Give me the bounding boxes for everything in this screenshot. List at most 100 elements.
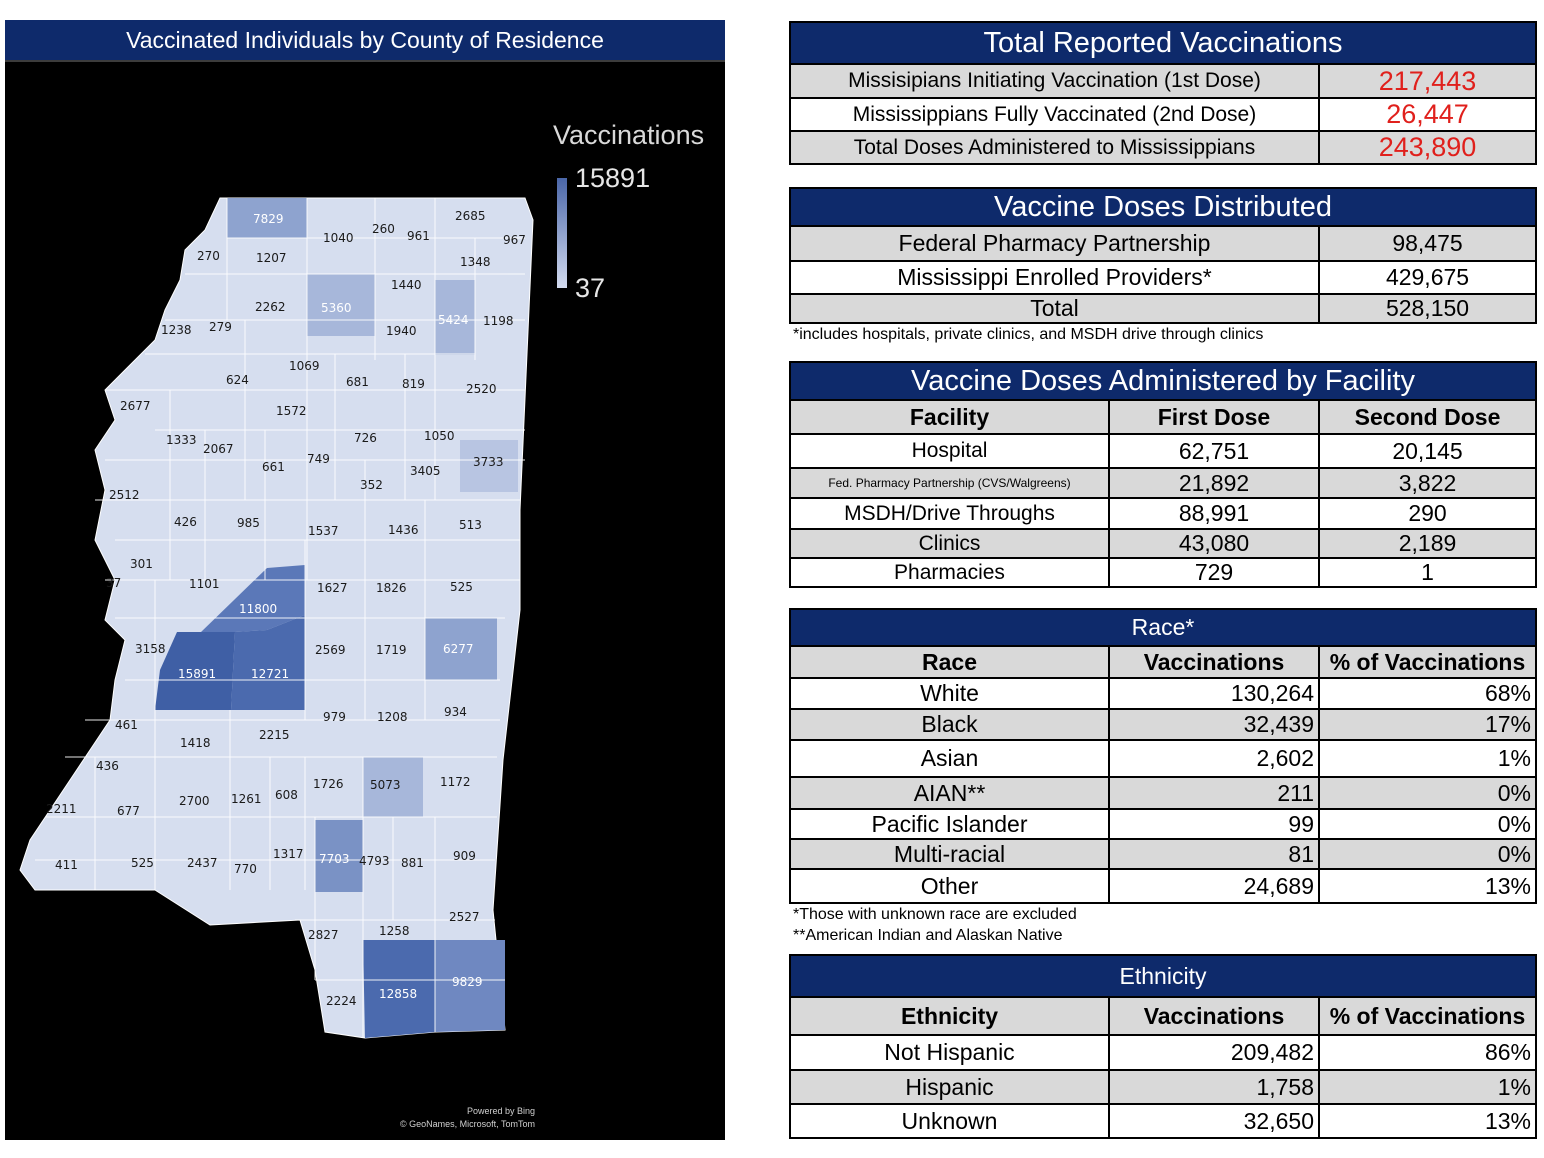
first-dose: 88,991 xyxy=(1108,497,1320,530)
county-label: 2677 xyxy=(120,399,151,413)
county-label: 2437 xyxy=(187,856,218,870)
race-pct: 0% xyxy=(1317,838,1538,870)
ethnicity-name: Unknown xyxy=(789,1103,1110,1139)
row-label: Mississippi Enrolled Providers* xyxy=(789,260,1320,295)
col-header: % of Vaccinations xyxy=(1317,996,1538,1036)
county-label: 1826 xyxy=(376,581,407,595)
county-shade xyxy=(155,632,235,710)
row-label: Mississippians Fully Vaccinated (2nd Dos… xyxy=(789,97,1320,132)
legend-max-value: 15891 xyxy=(575,163,651,193)
county-label: 3158 xyxy=(135,642,166,656)
distributed-footnote: *includes hospitals, private clinics, an… xyxy=(793,326,1264,343)
county-shade xyxy=(435,940,505,1032)
col-header: Race xyxy=(789,645,1110,679)
county-label: 3405 xyxy=(410,464,441,478)
race-name: Asian xyxy=(789,739,1110,778)
county-label: 1207 xyxy=(256,251,287,265)
total-reported-table: Total Reported Vaccinations Missisipians… xyxy=(788,21,1538,165)
facility-table: Vaccine Doses Administered by Facility F… xyxy=(788,361,1538,588)
county-label: 5424 xyxy=(438,313,469,327)
county-label: 1261 xyxy=(231,792,262,806)
first-dose: 729 xyxy=(1108,557,1320,588)
county-label: 2211 xyxy=(46,802,77,816)
row-value: 429,675 xyxy=(1317,260,1538,295)
race-footnote-aian: **American Indian and Alaskan Native xyxy=(793,927,1063,944)
county-label: 2067 xyxy=(203,442,234,456)
county-label: 819 xyxy=(402,377,425,391)
county-label: 1208 xyxy=(377,710,408,724)
county-label: 2224 xyxy=(326,994,357,1008)
county-label: 9829 xyxy=(452,975,483,989)
race-pct: 1% xyxy=(1317,739,1538,778)
second-dose: 290 xyxy=(1317,497,1538,530)
total-reported-title: Total Reported Vaccinations xyxy=(788,21,1538,65)
county-label: 1101 xyxy=(189,577,220,591)
facility-name: MSDH/Drive Throughs xyxy=(789,497,1110,530)
county-map-panel: 7829 1040 260 961 2685 967 270 1207 1348… xyxy=(5,20,725,1140)
map-title: Vaccinated Individuals by County of Resi… xyxy=(5,20,725,62)
row-value: 98,475 xyxy=(1317,225,1538,262)
county-label: 608 xyxy=(275,788,298,802)
county-label: 6277 xyxy=(443,642,474,656)
second-dose: 3,822 xyxy=(1317,467,1538,499)
first-dose: 62,751 xyxy=(1108,433,1320,469)
county-label: 2262 xyxy=(255,300,286,314)
county-label: 525 xyxy=(450,580,473,594)
race-count: 32,439 xyxy=(1108,708,1320,741)
facility-name: Fed. Pharmacy Partnership (CVS/Walgreens… xyxy=(789,467,1110,499)
county-label: 4793 xyxy=(359,854,390,868)
race-name: Multi-racial xyxy=(789,838,1110,870)
facility-name: Pharmacies xyxy=(789,557,1110,588)
county-label: 1069 xyxy=(289,359,320,373)
county-label: 1258 xyxy=(379,924,410,938)
county-label: 1436 xyxy=(388,523,419,537)
col-header: Vaccinations xyxy=(1108,996,1320,1036)
col-header: Second Dose xyxy=(1317,399,1538,435)
county-label: 961 xyxy=(407,229,430,243)
race-pct: 68% xyxy=(1317,677,1538,710)
county-label: 1238 xyxy=(161,323,192,337)
facility-name: Clinics xyxy=(789,528,1110,559)
county-label: 5073 xyxy=(370,778,401,792)
county-label: 12721 xyxy=(251,667,289,681)
col-header: First Dose xyxy=(1108,399,1320,435)
race-count: 99 xyxy=(1108,808,1320,840)
race-pct: 13% xyxy=(1317,868,1538,904)
county-label: 1627 xyxy=(317,581,348,595)
county-label: 352 xyxy=(360,478,383,492)
county-label: 1198 xyxy=(483,314,514,328)
county-map: 7829 1040 260 961 2685 967 270 1207 1348… xyxy=(19,197,534,1039)
county-label: 979 xyxy=(323,710,346,724)
first-dose: 21,892 xyxy=(1108,467,1320,499)
row-label: Total xyxy=(789,293,1320,324)
ethnicity-pct: 13% xyxy=(1317,1103,1538,1139)
county-shade xyxy=(315,820,363,892)
county-label: 37 xyxy=(106,576,121,590)
county-label: 1537 xyxy=(308,524,339,538)
county-label: 5360 xyxy=(321,301,352,315)
second-dose: 1 xyxy=(1317,557,1538,588)
county-label: 525 xyxy=(131,856,154,870)
county-label: 1719 xyxy=(376,643,407,657)
county-label: 1040 xyxy=(323,231,354,245)
county-label: 881 xyxy=(401,856,424,870)
row-label: Total Doses Administered to Mississippia… xyxy=(789,130,1320,165)
county-label: 624 xyxy=(226,373,249,387)
county-label: 279 xyxy=(209,320,232,334)
col-header: % of Vaccinations xyxy=(1317,645,1538,679)
map-credit-powered: Powered by Bing xyxy=(466,1106,535,1116)
county-label: 1572 xyxy=(276,404,307,418)
race-table: Race* Race Vaccinations % of Vaccination… xyxy=(788,608,1538,904)
county-label: 985 xyxy=(237,516,260,530)
col-header: Facility xyxy=(789,399,1110,435)
county-label: 681 xyxy=(346,375,369,389)
row-value: 528,150 xyxy=(1317,293,1538,324)
county-shade xyxy=(363,940,435,1038)
ethnicity-name: Hispanic xyxy=(789,1069,1110,1105)
county-label: 1317 xyxy=(273,847,304,861)
row-value: 217,443 xyxy=(1317,63,1538,99)
county-shade xyxy=(227,198,307,238)
county-label: 1440 xyxy=(391,278,422,292)
county-label: 661 xyxy=(262,460,285,474)
race-name: Pacific Islander xyxy=(789,808,1110,840)
